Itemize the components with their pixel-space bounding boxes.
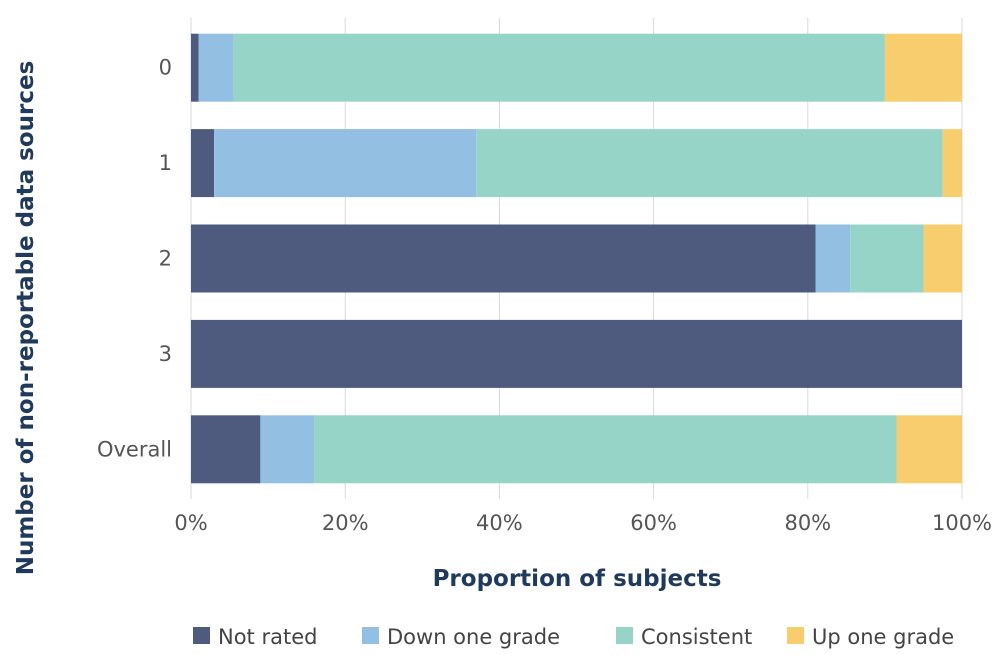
bar-segment <box>942 129 962 198</box>
bar-segment <box>896 415 962 484</box>
bar-segment <box>850 224 924 293</box>
bar-segment <box>191 224 816 293</box>
bar-segment <box>923 224 962 293</box>
y-tick-label: 3 <box>159 342 172 366</box>
x-tick-label: 40% <box>476 511 523 535</box>
legend-swatch <box>193 627 210 644</box>
bar-segment <box>233 33 885 102</box>
y-tick-label: 2 <box>159 247 172 271</box>
bar-segment <box>884 33 962 102</box>
x-axis-title: Proportion of subjects <box>433 566 722 592</box>
legend-swatch <box>787 627 804 644</box>
legend-swatch <box>616 627 633 644</box>
bar-segment <box>815 224 851 293</box>
bar-area <box>191 33 962 484</box>
bar-segment <box>191 319 962 388</box>
y-tick-label: 1 <box>159 151 172 175</box>
x-tick-labels: 0% 20% 40% 60% 80% 100% <box>174 511 992 535</box>
legend-label: Down one grade <box>387 625 560 649</box>
bar-segment <box>198 33 234 102</box>
y-tick-labels: 0 1 2 3 Overall <box>97 56 172 462</box>
x-tick-label: 0% <box>174 511 207 535</box>
legend-label: Up one grade <box>812 625 954 649</box>
x-tick-label: 100% <box>932 511 992 535</box>
bar-segment <box>476 129 943 198</box>
y-tick-label: Overall <box>97 437 172 461</box>
x-tick-label: 20% <box>322 511 369 535</box>
bar-segment <box>191 129 215 198</box>
y-tick-label: 0 <box>159 56 172 80</box>
bar-segment <box>214 129 477 198</box>
x-tick-label: 80% <box>784 511 831 535</box>
legend-label: Consistent <box>641 625 752 649</box>
bar-segment <box>314 415 897 484</box>
bar-segment <box>191 33 199 102</box>
y-axis-title: Number of non-reportable data sources <box>13 61 39 576</box>
bar-segment <box>260 415 315 484</box>
x-tick-label: 60% <box>630 511 677 535</box>
bar-segment <box>191 415 261 484</box>
legend: Not rated Down one grade Consistent Up one … <box>193 625 954 649</box>
legend-swatch <box>362 627 379 644</box>
legend-label: Not rated <box>218 625 317 649</box>
